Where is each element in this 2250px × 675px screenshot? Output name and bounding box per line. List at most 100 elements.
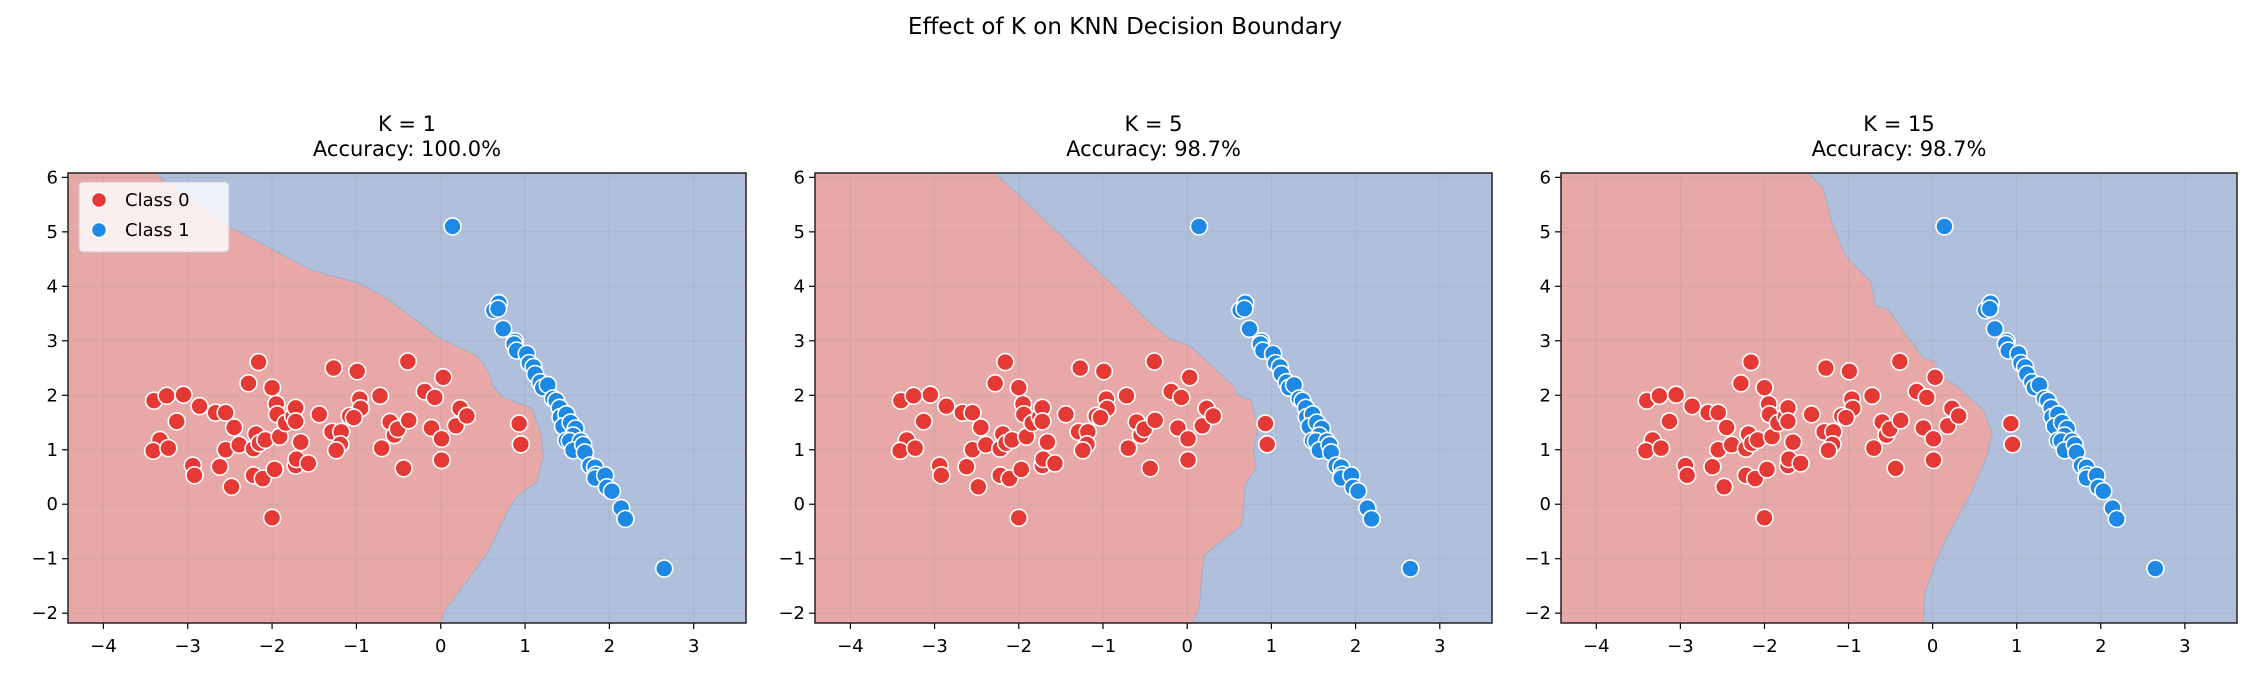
class0-point bbox=[1741, 352, 1761, 372]
class0-point bbox=[167, 412, 187, 431]
subplot-accuracy: Accuracy: 100.0% bbox=[313, 137, 501, 161]
y-tick-label: 1 bbox=[47, 440, 58, 461]
x-tick-label: 2 bbox=[1350, 636, 1361, 657]
class0-point bbox=[1094, 362, 1114, 381]
class0-point bbox=[509, 414, 529, 433]
x-tick-label: 2 bbox=[604, 636, 615, 657]
x-tick-label: 0 bbox=[1927, 636, 1938, 657]
x-tick-label: 3 bbox=[1434, 636, 1445, 657]
class0-point bbox=[1714, 477, 1734, 497]
class0-point bbox=[1783, 432, 1803, 452]
class0-point bbox=[1117, 386, 1136, 406]
class0-point bbox=[914, 412, 933, 431]
y-tick-label: 0 bbox=[1540, 494, 1551, 515]
class0-point bbox=[1717, 418, 1736, 437]
x-tick-label: −3 bbox=[1667, 636, 1694, 657]
class0-point bbox=[262, 378, 282, 397]
class0-point bbox=[921, 385, 940, 405]
x-tick-label: −3 bbox=[921, 636, 948, 657]
class0-point bbox=[1118, 438, 1138, 458]
class0-point bbox=[1778, 412, 1798, 431]
y-tick-label: 0 bbox=[794, 494, 805, 515]
y-tick-label: −2 bbox=[31, 603, 58, 624]
class0-point bbox=[1650, 386, 1669, 406]
y-tick-label: −1 bbox=[31, 549, 58, 570]
class0-point bbox=[157, 386, 176, 406]
class0-point bbox=[1891, 411, 1910, 430]
figure-title: Effect of K on KNN Decision Boundary bbox=[908, 14, 1342, 40]
class1-point bbox=[1935, 217, 1954, 236]
class1-point bbox=[1985, 319, 2005, 339]
class0-point bbox=[185, 466, 204, 485]
x-tick-label: 1 bbox=[1266, 636, 1277, 657]
class0-point bbox=[159, 438, 178, 458]
class0-point bbox=[1677, 466, 1697, 485]
plot-area bbox=[68, 173, 746, 623]
class0-point bbox=[190, 396, 209, 416]
class0-point bbox=[1140, 458, 1160, 478]
x-tick-label: 1 bbox=[2011, 636, 2022, 657]
subplot-title: K = 5 bbox=[1124, 112, 1182, 136]
class0-point bbox=[971, 418, 991, 437]
y-tick-label: 3 bbox=[47, 331, 58, 352]
class0-point bbox=[216, 403, 235, 423]
class0-point bbox=[309, 405, 329, 424]
legend-marker-class0 bbox=[90, 191, 108, 209]
class1-point bbox=[1980, 299, 2000, 318]
class0-point bbox=[1862, 386, 1882, 406]
y-tick-label: 5 bbox=[794, 222, 805, 243]
class0-point bbox=[1145, 411, 1165, 430]
class0-point bbox=[265, 460, 284, 479]
class0-point bbox=[1757, 460, 1777, 479]
class0-region bbox=[68, 173, 545, 623]
y-tick-label: 2 bbox=[1540, 385, 1551, 406]
y-tick-label: 2 bbox=[794, 385, 805, 406]
plot-area bbox=[1561, 173, 2237, 623]
class0-point bbox=[425, 388, 445, 407]
class0-point bbox=[1070, 358, 1090, 378]
class0-point bbox=[1755, 508, 1774, 528]
class1-point bbox=[443, 217, 462, 236]
class1-point bbox=[493, 319, 513, 339]
class0-point bbox=[1038, 432, 1057, 452]
legend-marker-class1 bbox=[90, 221, 108, 239]
y-tick-label: 5 bbox=[47, 222, 58, 243]
x-tick-label: −4 bbox=[1583, 636, 1610, 657]
class0-point bbox=[394, 458, 413, 478]
class1-point bbox=[616, 509, 635, 529]
class0-point bbox=[1949, 406, 1968, 426]
class0-point bbox=[957, 457, 976, 476]
class0-point bbox=[1708, 403, 1728, 423]
subplot-accuracy: Accuracy: 98.7% bbox=[1812, 137, 1987, 161]
axes-frame bbox=[67, 172, 747, 624]
x-tick-label: −2 bbox=[1751, 636, 1778, 657]
subplot-title: K = 15 bbox=[1863, 112, 1934, 136]
class0-point bbox=[1636, 441, 1656, 461]
x-tick-label: −1 bbox=[1835, 636, 1862, 657]
y-tick-label: −1 bbox=[1524, 549, 1551, 570]
class0-point bbox=[262, 508, 282, 528]
legend-box bbox=[78, 181, 230, 253]
class0-point bbox=[299, 454, 318, 473]
class0-point bbox=[1703, 457, 1722, 476]
y-tick-label: −1 bbox=[778, 549, 805, 570]
class0-point bbox=[1660, 412, 1679, 431]
axes-frame bbox=[1560, 172, 2238, 624]
class1-point bbox=[2094, 481, 2113, 501]
class0-point bbox=[996, 352, 1015, 372]
class0-point bbox=[985, 373, 1005, 393]
class0-point bbox=[1802, 405, 1821, 424]
class0-point bbox=[326, 441, 346, 460]
plot-area bbox=[815, 173, 1492, 623]
class0-point bbox=[1924, 429, 1943, 449]
class0-point bbox=[324, 358, 343, 378]
class0-point bbox=[1917, 388, 1937, 407]
class0-point bbox=[457, 406, 477, 426]
y-tick-label: 6 bbox=[47, 167, 58, 188]
class0-point bbox=[1890, 352, 1910, 371]
class1-point bbox=[1348, 481, 1368, 501]
y-tick-label: 6 bbox=[1540, 167, 1551, 188]
class0-point bbox=[1256, 414, 1275, 433]
y-tick-label: 6 bbox=[794, 167, 805, 188]
y-tick-label: 5 bbox=[1540, 222, 1551, 243]
